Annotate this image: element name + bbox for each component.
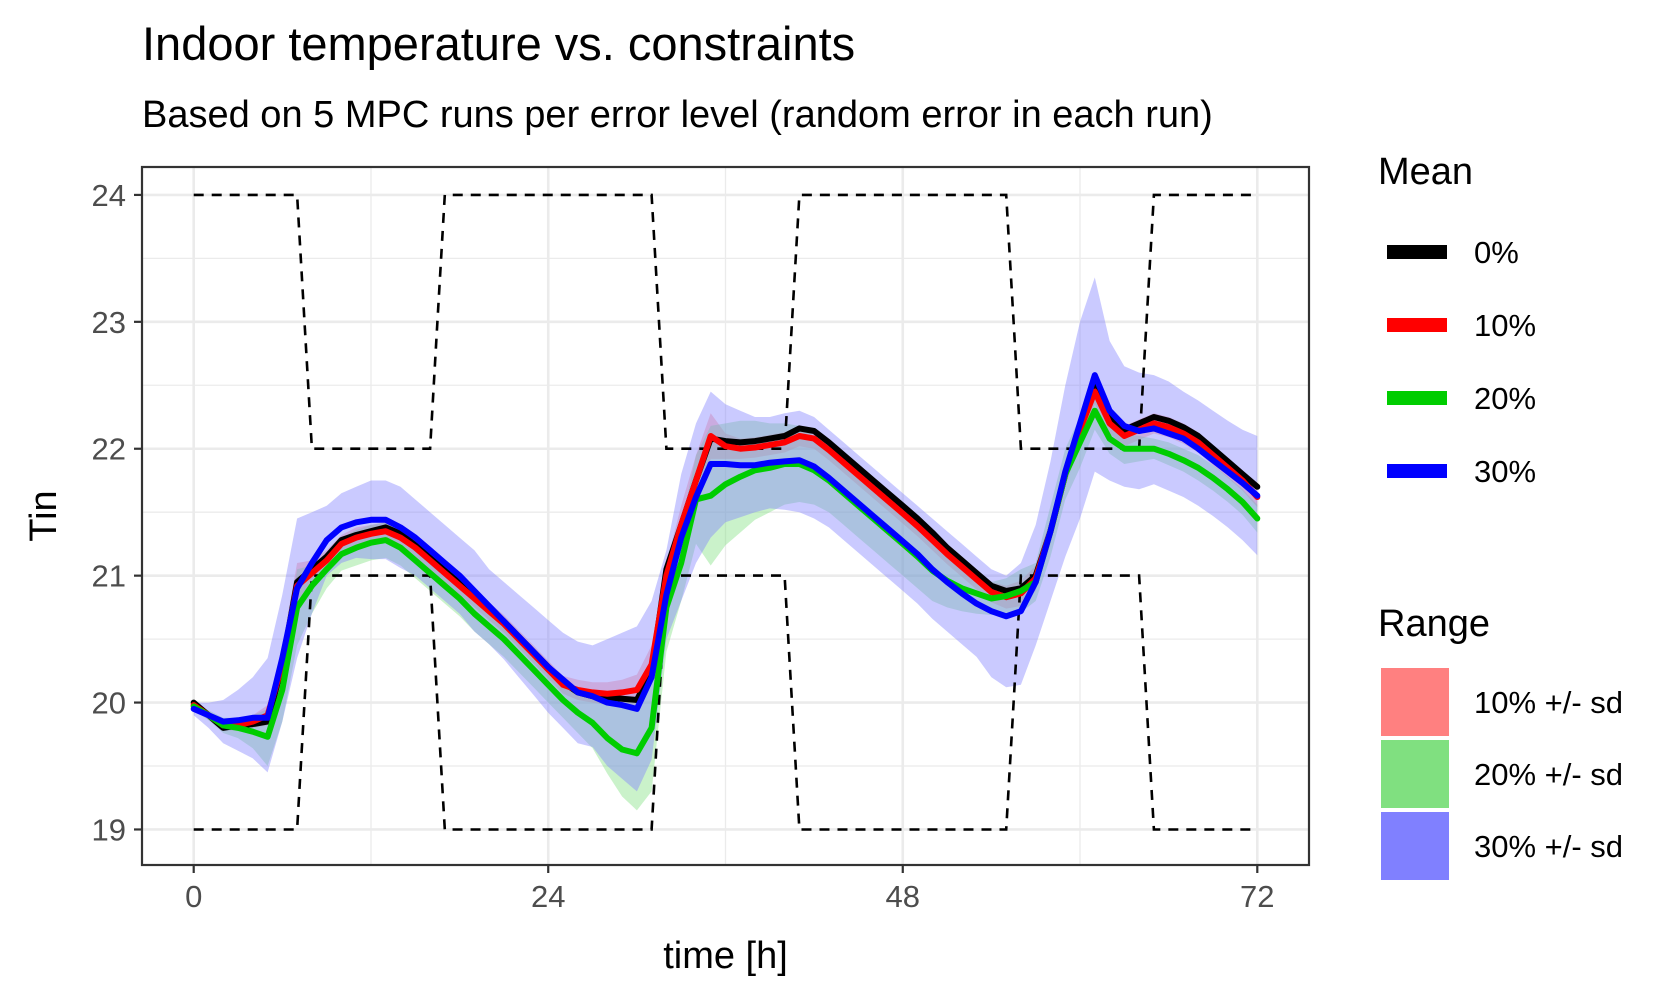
legend-key-range [1381,740,1449,808]
plot-frame [140,165,1311,867]
band-3 [193,277,1258,792]
chart-title: Indoor temperature vs. constraints [142,17,856,70]
series-line-3 [190,407,1261,757]
y-tick-label: 19 [92,812,126,847]
x-axis-title: time [h] [663,935,788,977]
legend-key-range [1381,812,1449,880]
legend-label-mean: 30% [1474,454,1536,489]
legend-title-mean: Mean [1378,151,1473,193]
y-tick-label: 23 [92,305,126,340]
legend-label-mean: 10% [1474,308,1536,343]
plot-border [140,165,1311,867]
legend-label-range: 30% +/- sd [1474,829,1623,864]
x-tick-label: 0 [185,879,202,914]
legend-label-mean: 20% [1474,381,1536,416]
x-tick-label: 48 [886,879,920,914]
y-tick-label: 21 [92,559,126,594]
x-tick-label: 24 [531,879,565,914]
x-tick-label: 72 [1240,879,1274,914]
legend: Mean 0% 10% 20% 30% Range 10% +/- sd 20% +/- sd… [1378,151,1623,880]
mean-lines [190,372,1261,757]
band-2 [193,391,1258,811]
legend-label-range: 10% +/- sd [1474,685,1623,720]
chart-subtitle: Based on 5 MPC runs per error level (ran… [142,94,1213,136]
legend-key-range [1381,668,1449,736]
constraint-lower [193,574,1258,831]
y-tick-label: 20 [92,686,126,721]
series-line-4 [190,372,1261,725]
y-tick-label: 22 [92,432,126,467]
y-tick-label: 24 [92,178,126,213]
y-axis-title: Tin [23,490,65,541]
legend-title-range: Range [1378,603,1490,645]
legend-label-mean: 0% [1474,235,1519,270]
legend-label-range: 20% +/- sd [1474,757,1623,792]
axes: 0 24 48 72 19 20 21 22 23 24 time [h] Tin [23,178,1275,977]
